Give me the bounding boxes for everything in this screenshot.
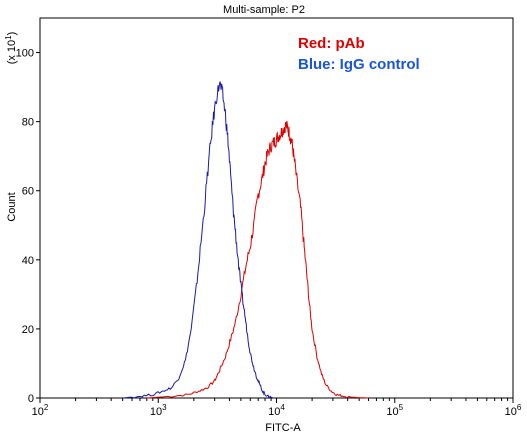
x-tick-label: 102 — [32, 403, 49, 418]
y-tick-label: 80 — [22, 117, 34, 129]
series-line-igg-control — [122, 81, 274, 399]
x-ticks: 102 103 104 105 106 — [32, 398, 522, 418]
y-ticks: 0 20 40 60 80 100 — [16, 48, 40, 405]
series-line-pab — [146, 120, 369, 399]
legend-entry-red: Red: pAb — [298, 35, 365, 52]
x-axis-label: FITC-A — [265, 422, 301, 434]
y-tick-label: 40 — [22, 255, 34, 267]
y-axis-label: Count — [6, 192, 18, 221]
y-tick-label: 20 — [22, 324, 34, 336]
x-tick-label: 105 — [386, 403, 403, 418]
chart-title: Multi-sample: P2 — [223, 4, 305, 16]
y-tick-label: 60 — [22, 186, 34, 198]
series-lines — [122, 81, 369, 399]
y-tick-label: 0 — [28, 393, 34, 405]
x-tick-label: 103 — [150, 403, 167, 418]
x-tick-label: 104 — [268, 403, 285, 418]
x-tick-label: 106 — [505, 403, 522, 418]
y-tick-label: 100 — [16, 48, 34, 60]
legend-entry-blue: Blue: IgG control — [298, 56, 420, 73]
y-multiplier-label: (x 101) — [4, 32, 18, 65]
